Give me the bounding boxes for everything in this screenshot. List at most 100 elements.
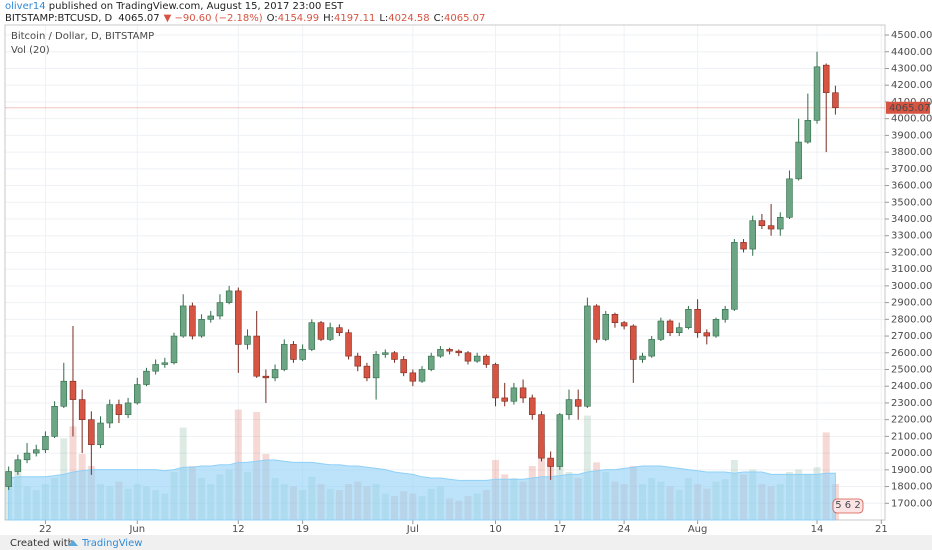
y-tick-label: 3300.00 <box>891 231 932 242</box>
footer-brand: TradingView <box>81 538 142 549</box>
y-tick-label: 3200.00 <box>891 247 932 258</box>
candle-body <box>758 220 766 226</box>
y-tick-label: 4300.00 <box>891 63 932 74</box>
candle-body <box>675 327 683 334</box>
footer-logo <box>68 540 78 546</box>
candle-body <box>455 350 463 354</box>
candle-body <box>143 370 150 385</box>
candle-body <box>161 362 169 365</box>
candle-body <box>391 352 398 360</box>
last-price-label: 4065.07 <box>889 103 930 114</box>
candle-body <box>427 355 435 370</box>
candle-body <box>207 315 215 320</box>
candle-body <box>483 355 490 365</box>
y-tick-label: 2100.00 <box>891 431 932 442</box>
candle-body <box>777 217 784 230</box>
candle-body <box>179 305 187 337</box>
x-tick-label: Jun <box>128 524 145 535</box>
candle-body <box>69 380 77 400</box>
y-tick-label: 2600.00 <box>891 348 932 359</box>
x-tick-label: 17 <box>553 524 566 535</box>
y-tick-label: 4400.00 <box>891 47 932 58</box>
low-label: L: <box>379 13 388 24</box>
y-tick-label: 3700.00 <box>891 164 932 175</box>
candle-body <box>602 314 609 340</box>
candle-body <box>97 422 104 446</box>
candle-body <box>492 364 499 399</box>
header-line-2: BITSTAMP:BTCUSD, D 4065.07 ▼ −90.60 (−2.18… <box>5 13 485 24</box>
change: ▼ −90.60 (−2.18%) <box>164 13 263 24</box>
footer-created: Created with <box>10 538 74 549</box>
candle-body <box>694 308 701 334</box>
candle-body <box>317 322 325 340</box>
y-tick-label: 3800.00 <box>891 147 932 158</box>
candle-body <box>23 452 31 461</box>
candle-body <box>189 305 196 337</box>
last-price-tag <box>886 101 930 114</box>
candle-body <box>832 92 839 109</box>
high-value: 4197.11 <box>334 13 375 24</box>
candle-body <box>437 349 444 357</box>
candle-body <box>813 66 821 121</box>
candle-body <box>804 120 812 143</box>
y-tick-label: 3500.00 <box>891 197 932 208</box>
candle-body <box>42 436 49 451</box>
x-tick-label: 14 <box>811 524 824 535</box>
candle-body <box>409 372 417 382</box>
x-tick-label: Jul <box>406 524 419 535</box>
x-tick-label: 10 <box>489 524 502 535</box>
candle-body <box>712 319 720 337</box>
y-tick-label: 2700.00 <box>891 331 932 342</box>
candle-body <box>767 225 775 230</box>
candle-body <box>584 305 591 407</box>
x-tick-label: Aug <box>688 524 708 535</box>
y-tick-label: 2000.00 <box>891 448 932 459</box>
candle-body <box>519 387 527 399</box>
candle-body <box>281 344 288 370</box>
last-price: 4065.07 <box>118 13 159 24</box>
candle-body <box>565 399 573 415</box>
published: published on TradingView.com, August 15,… <box>46 1 345 12</box>
x-tick-label: 19 <box>296 524 309 535</box>
y-tick-label: 1900.00 <box>891 465 932 476</box>
candle-body <box>464 352 472 362</box>
candle-body <box>290 344 297 360</box>
author: oliver14 <box>5 1 46 12</box>
candle-body <box>363 365 371 379</box>
y-tick-label: 3900.00 <box>891 130 932 141</box>
header-line-1: oliver14 published on TradingView.com, A… <box>5 1 344 12</box>
candle-body <box>78 399 86 420</box>
y-tick-label: 3400.00 <box>891 214 932 225</box>
candle-body <box>60 380 68 407</box>
candle-body <box>731 242 738 310</box>
candle-body <box>170 335 178 364</box>
candle-body <box>235 290 242 345</box>
low-value: 4024.58 <box>388 13 429 24</box>
y-tick-label: 4200.00 <box>891 80 932 91</box>
candle-body <box>354 355 361 367</box>
candle-body <box>124 402 132 415</box>
x-tick-label: 12 <box>232 524 245 535</box>
candle-body <box>299 349 306 360</box>
volume-label: Vol (20) <box>11 45 50 56</box>
volume-bar <box>583 415 591 520</box>
candle-body <box>529 397 536 415</box>
candle-body <box>657 320 665 340</box>
candle-body <box>115 404 123 415</box>
candle-body <box>225 290 233 303</box>
candle-body <box>253 335 260 377</box>
candle-body <box>556 414 564 467</box>
x-tick-label: 24 <box>618 524 631 535</box>
candle-body <box>648 339 655 357</box>
candle-body <box>620 322 628 327</box>
candle-body <box>345 332 352 357</box>
candle-body <box>822 64 830 93</box>
candle-body <box>51 405 58 437</box>
candle-body <box>134 384 141 404</box>
candle-body <box>703 332 711 337</box>
candle-body <box>740 242 747 250</box>
close-value: 4065.07 <box>444 13 485 24</box>
y-tick-label: 2900.00 <box>891 298 932 309</box>
candle-body <box>786 178 793 218</box>
